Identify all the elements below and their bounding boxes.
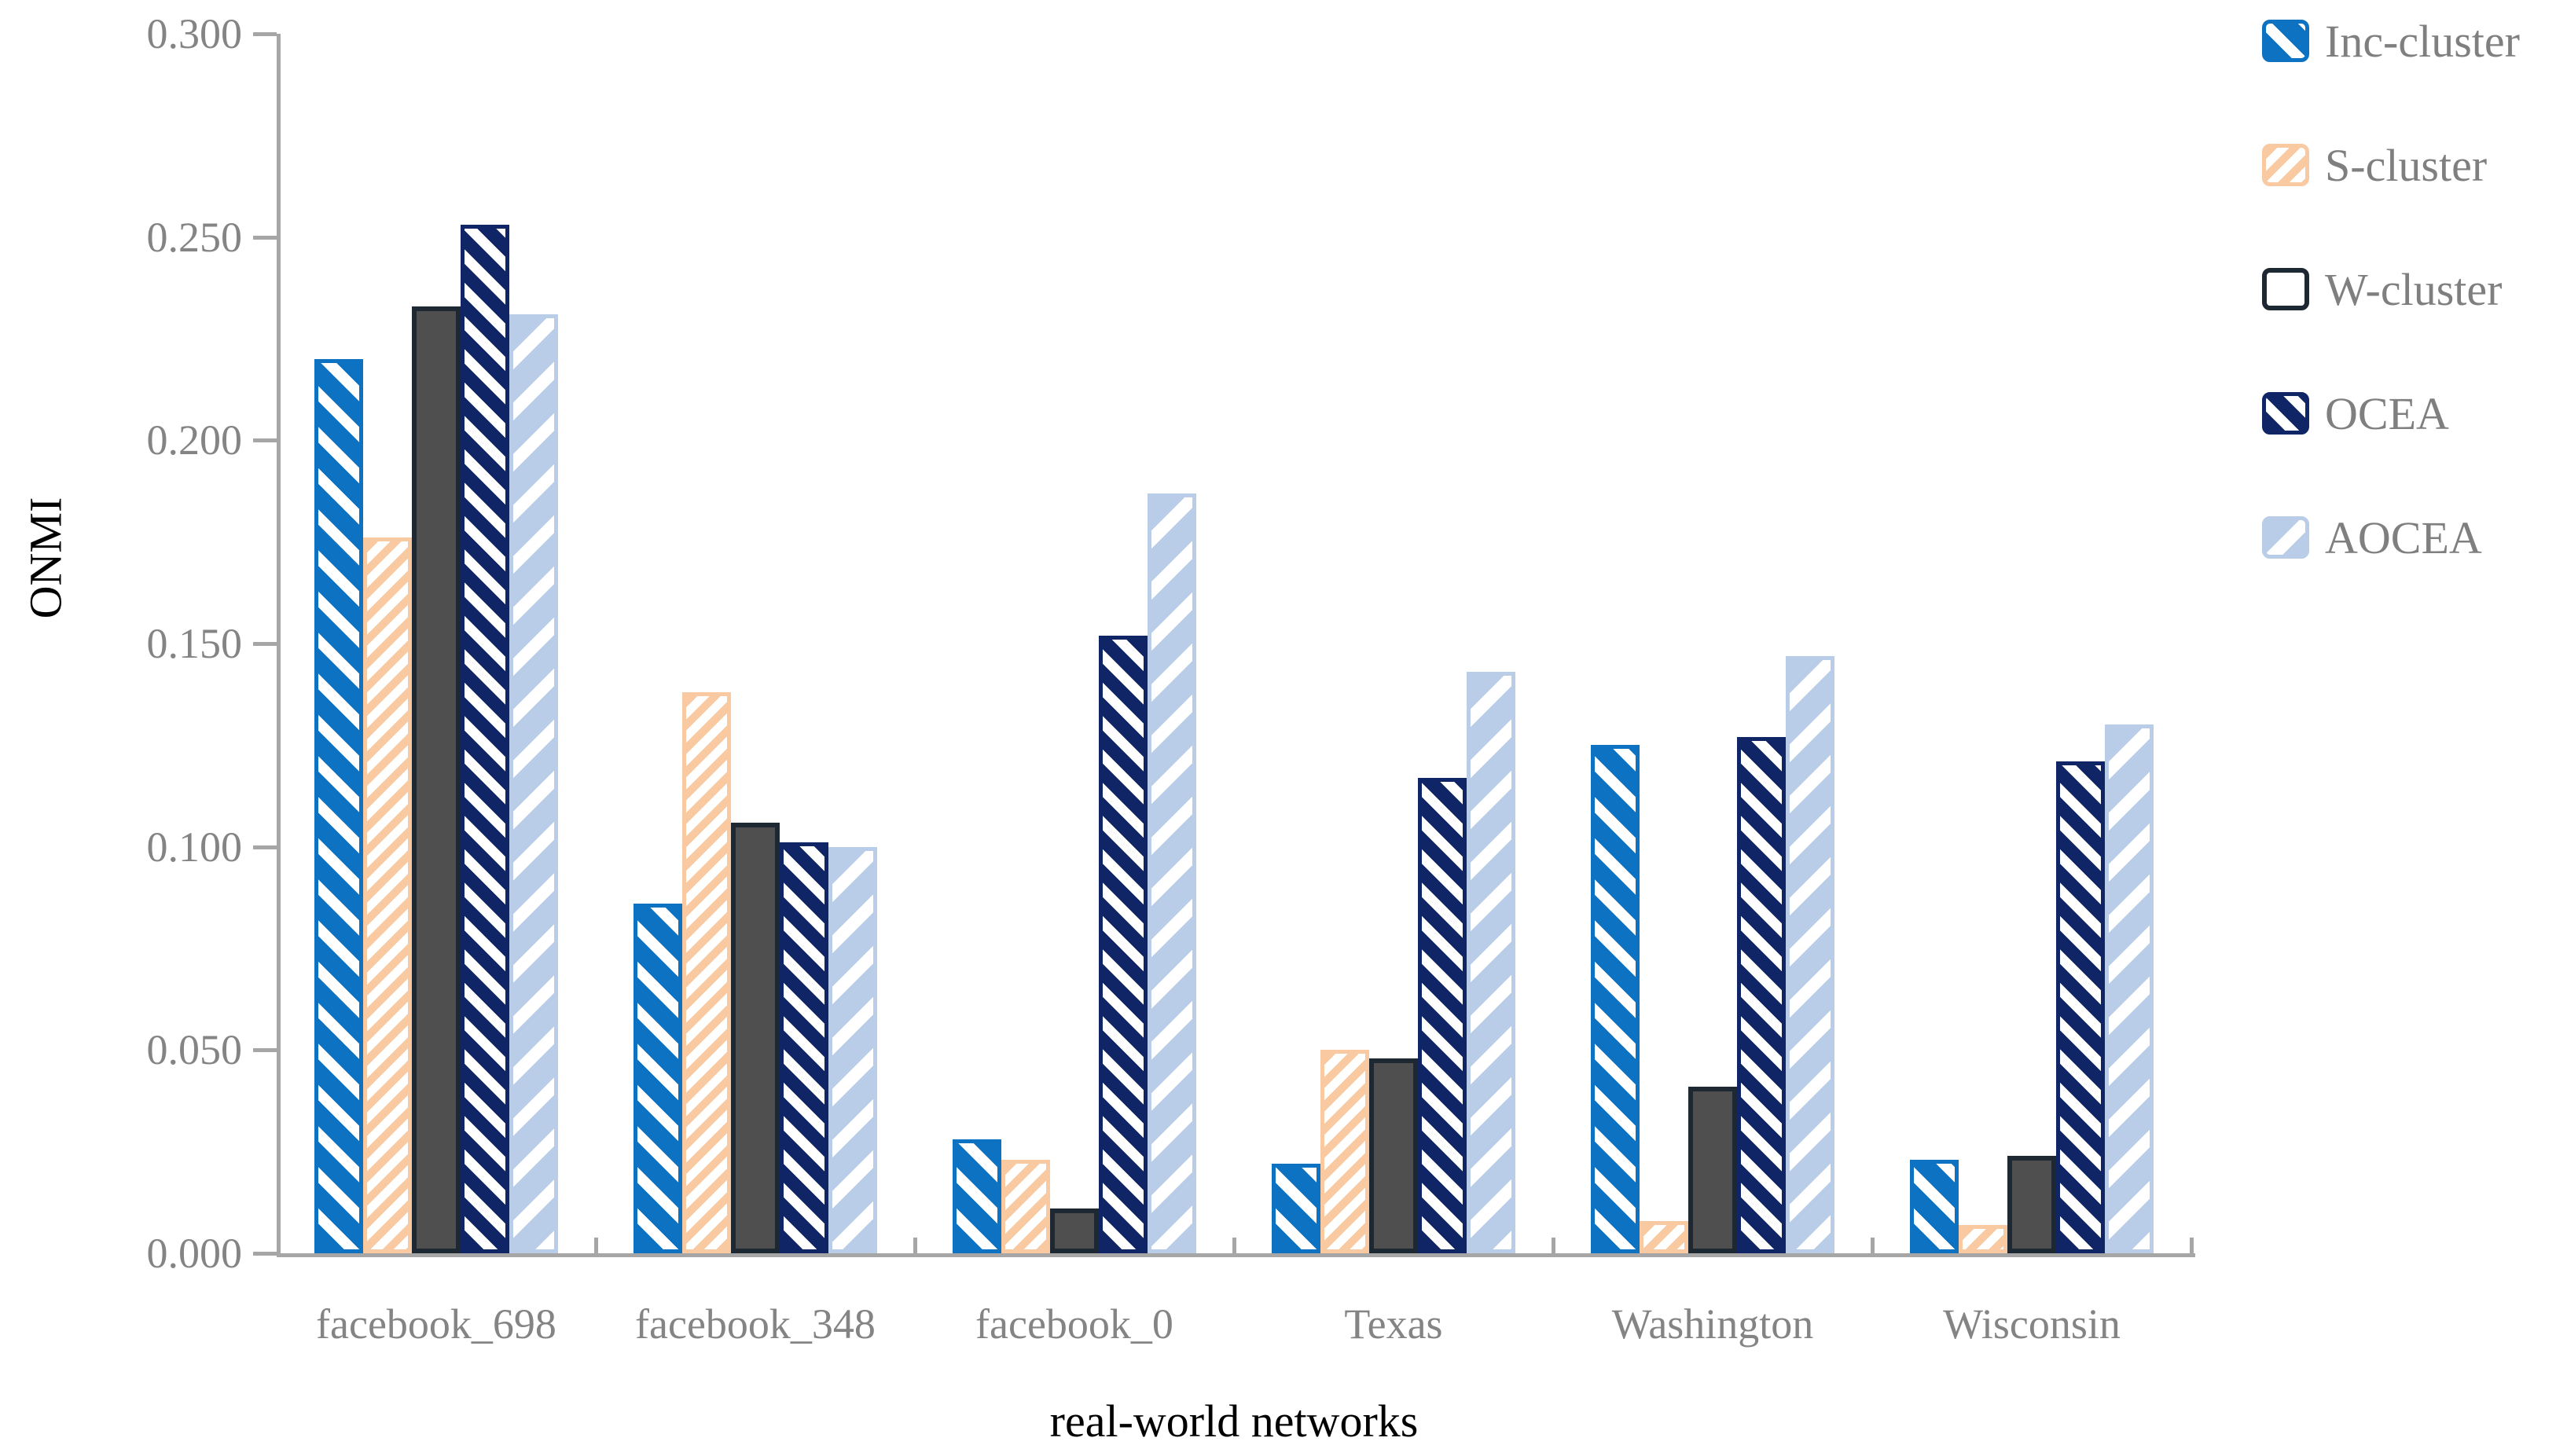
bar-w-Texas (1369, 1058, 1418, 1253)
legend-swatch-s-icon (2262, 144, 2309, 186)
legend-label-s: S-cluster (2325, 139, 2488, 191)
y-axis-tick-label: 0.100 (146, 823, 243, 871)
bar-aocea-facebook_0 (1148, 493, 1196, 1253)
bar-s-facebook_348 (682, 692, 731, 1253)
x-axis-tick-mark (2190, 1238, 2194, 1253)
bar-inc-Washington (1591, 745, 1640, 1253)
legend-label-inc: Inc-cluster (2325, 15, 2520, 67)
bar-aocea-facebook_348 (828, 847, 877, 1253)
bar-aocea-facebook_698 (509, 314, 558, 1253)
bar-s-Texas (1320, 1050, 1369, 1253)
legend-item-inc: Inc-cluster (2262, 16, 2520, 67)
y-axis-tick-label: 0.050 (146, 1026, 243, 1074)
bar-inc-Texas (1272, 1164, 1320, 1253)
y-axis-tick-mark (253, 235, 277, 240)
y-axis-tick-label: 0.250 (146, 213, 243, 261)
y-axis-tick-label: 0.300 (146, 10, 243, 57)
legend-item-s: S-cluster (2262, 140, 2487, 191)
x-axis-tick-mark (1232, 1238, 1236, 1253)
bar-s-facebook_0 (1001, 1160, 1050, 1253)
bar-inc-facebook_698 (314, 359, 363, 1253)
bar-w-facebook_0 (1050, 1208, 1099, 1253)
y-axis-tick-mark (253, 32, 277, 36)
bar-s-Wisconsin (1959, 1225, 2007, 1253)
plot-area (277, 34, 2195, 1257)
bar-w-Washington (1688, 1087, 1737, 1253)
legend-label-ocea: OCEA (2325, 387, 2449, 439)
y-axis-tick-mark (253, 642, 277, 646)
legend-swatch-inc-icon (2262, 20, 2309, 62)
bar-inc-facebook_0 (953, 1139, 1001, 1253)
y-axis-title: ONMI (20, 497, 72, 619)
x-axis-category-label-facebook_698: facebook_698 (316, 1300, 556, 1348)
bar-ocea-Washington (1737, 737, 1786, 1253)
legend-swatch-ocea-icon (2262, 392, 2309, 435)
bar-inc-facebook_348 (633, 904, 682, 1253)
bar-ocea-facebook_0 (1099, 636, 1148, 1253)
bar-aocea-Washington (1786, 656, 1834, 1253)
bar-aocea-Texas (1467, 672, 1515, 1253)
x-axis-tick-mark (913, 1238, 917, 1253)
legend-item-w: W-cluster (2262, 264, 2502, 315)
bar-w-facebook_348 (731, 823, 780, 1253)
bar-ocea-Texas (1418, 778, 1467, 1253)
bar-ocea-Wisconsin (2056, 761, 2105, 1253)
bar-ocea-facebook_698 (461, 225, 509, 1253)
x-axis-category-label-facebook_348: facebook_348 (635, 1300, 876, 1348)
x-axis-tick-mark (594, 1238, 598, 1253)
y-axis-tick-label: 0.150 (146, 620, 243, 667)
bar-aocea-Wisconsin (2105, 724, 2154, 1253)
legend-label-w: W-cluster (2325, 263, 2503, 315)
x-axis-category-label-Washington: Washington (1611, 1300, 1814, 1348)
y-axis-tick-label: 0.000 (146, 1230, 243, 1277)
bar-s-facebook_698 (363, 537, 412, 1253)
x-axis-tick-mark (1552, 1238, 1555, 1253)
legend-swatch-w-icon (2262, 268, 2309, 310)
bar-s-Washington (1640, 1221, 1688, 1253)
legend-label-aocea: AOCEA (2325, 512, 2482, 563)
x-axis-tick-mark (1871, 1238, 1875, 1253)
bar-w-Wisconsin (2007, 1156, 2056, 1253)
y-axis-tick-mark (253, 438, 277, 443)
legend-swatch-aocea-icon (2262, 516, 2309, 559)
bar-ocea-facebook_348 (780, 842, 828, 1253)
x-axis-category-label-Wisconsin: Wisconsin (1943, 1300, 2121, 1348)
x-axis-category-label-facebook_0: facebook_0 (975, 1300, 1173, 1348)
y-axis-tick-mark (253, 1048, 277, 1053)
y-axis-tick-mark (253, 1252, 277, 1256)
y-axis-tick-mark (253, 845, 277, 849)
legend-item-aocea: AOCEA (2262, 512, 2482, 563)
legend-item-ocea: OCEA (2262, 388, 2449, 439)
y-axis-tick-label: 0.200 (146, 416, 243, 464)
bar-inc-Wisconsin (1910, 1160, 1959, 1253)
x-axis-title: real-world networks (1049, 1395, 1419, 1447)
x-axis-category-label-Texas: Texas (1344, 1300, 1443, 1348)
bar-w-facebook_698 (412, 306, 461, 1253)
